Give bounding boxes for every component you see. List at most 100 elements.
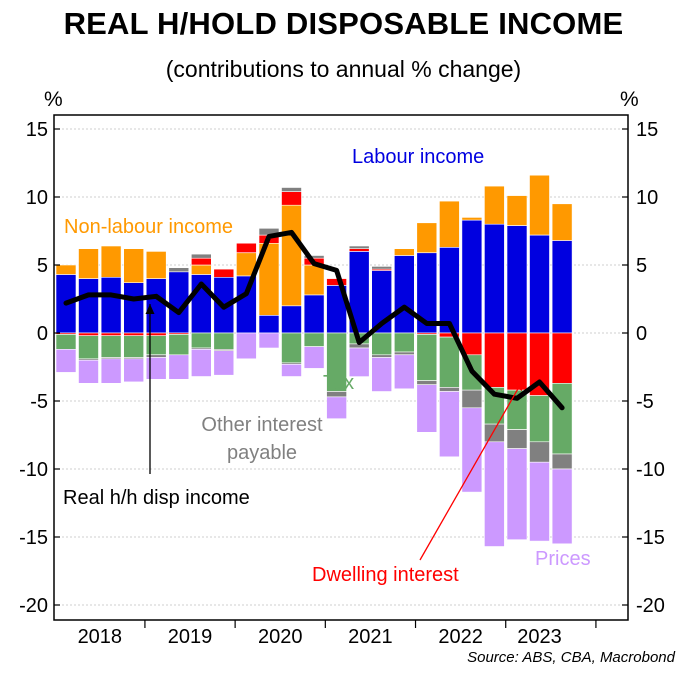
bar-tax-2022Q2 [439, 336, 460, 388]
label-other-interest: Other interest [201, 414, 323, 436]
bar-tax-2023Q2 [529, 395, 550, 443]
bar-prices-2018Q2 [78, 359, 99, 384]
bar-tax-2021Q4 [393, 332, 415, 353]
income-line-layer [63, 229, 565, 411]
source-note: Source: ABS, CBA, Macrobond [467, 649, 675, 666]
bar-prices-2022Q1 [416, 384, 438, 433]
x-year-label: 2018 [78, 626, 123, 648]
bar-dwelling-2018Q2 [78, 332, 99, 337]
arrow-dwelling-interest [419, 379, 524, 561]
x-year-label: 2019 [168, 626, 213, 648]
bar-labour-2020Q2 [258, 314, 280, 334]
bar-dwelling-2018Q3 [100, 332, 122, 337]
bar-non_labour-2018Q1 [55, 264, 77, 275]
y-unit-left: % [44, 88, 63, 111]
bar-tax-2020Q4 [303, 332, 325, 347]
bar-labour-2020Q4 [303, 294, 325, 334]
bar-labour-2018Q3 [100, 276, 122, 334]
bar-prices-2019Q2 [168, 354, 190, 380]
bar-non_labour-2022Q2 [439, 200, 460, 248]
label-tax: Tax [323, 372, 354, 394]
bar-non_labour-2023Q3 [551, 203, 573, 241]
bar-dwelling-2021Q2 [348, 248, 370, 252]
bar-dwelling-2023Q1 [506, 332, 528, 391]
y-unit-right: % [620, 88, 639, 111]
y-tick-label-right: -10 [636, 459, 665, 481]
bar-non_labour-2022Q4 [484, 185, 505, 225]
bar-other_interest-2021Q4 [393, 351, 415, 356]
bar-other_interest-2019Q1 [145, 354, 167, 358]
bar-prices-2018Q1 [55, 348, 77, 373]
bar-tax-2019Q3 [191, 332, 212, 349]
bar-tax-2019Q4 [213, 332, 235, 350]
bar-labour-2023Q2 [529, 234, 550, 334]
bar-other_interest-2020Q3 [281, 187, 302, 192]
y-tick-label-left: -20 [19, 595, 48, 617]
bar-prices-2022Q4 [484, 441, 505, 547]
bar-labour-2020Q1 [236, 275, 257, 334]
bar-prices-2021Q1 [326, 396, 347, 419]
bar-labour-2023Q3 [551, 240, 573, 334]
bar-prices-2019Q1 [145, 357, 167, 380]
bar-dwelling-2020Q3 [281, 191, 302, 206]
bar-tax-2019Q1 [145, 335, 167, 356]
bar-other_interest-2023Q3 [551, 453, 573, 470]
bar-prices-2019Q4 [213, 350, 235, 376]
y-tick-label-left: -5 [30, 391, 48, 413]
y-tick-label-left: 10 [26, 187, 48, 209]
bar-labour-2023Q1 [506, 225, 528, 334]
bar-dwelling-2023Q3 [551, 332, 573, 384]
bar-labour-2022Q3 [461, 219, 483, 334]
bar-prices-2019Q3 [191, 348, 212, 377]
bar-tax-2023Q3 [551, 382, 573, 455]
bar-labour-2022Q4 [484, 223, 505, 334]
bar-non_labour-2018Q3 [100, 245, 122, 278]
axes: 15 15 10 10 5 5 0 0 -5 -5 -10 -10 -15 -15 -20 -20 2018 20… [19, 114, 665, 648]
bar-non_labour-2023Q1 [506, 195, 528, 226]
bar-non_labour-2022Q3 [461, 217, 483, 221]
bar-tax-2019Q2 [168, 334, 190, 356]
bar-prices-2021Q4 [393, 354, 415, 390]
bar-non_labour-2018Q4 [123, 248, 144, 283]
chart-subtitle: (contributions to annual % change) [165, 56, 522, 82]
bar-dwelling-2020Q1 [236, 242, 257, 253]
bar-other_interest-2022Q3 [461, 389, 483, 409]
bar-other_interest-2023Q1 [506, 429, 528, 449]
chart-title: REAL H/HOLD DISPOSABLE INCOME [63, 6, 624, 41]
bar-other_interest-2021Q3 [371, 266, 393, 270]
label-real-hh-disp-income: Real h/h disp income [63, 487, 250, 509]
bar-prices-2020Q3 [281, 363, 302, 377]
y-tick-label-right: -20 [636, 595, 665, 617]
arrow-real-income-head [145, 304, 155, 314]
y-tick-label-right: 5 [636, 255, 647, 277]
bar-prices-2023Q1 [506, 448, 528, 541]
plot-frame [53, 114, 629, 621]
bar-other_interest-2021Q3 [371, 354, 393, 358]
bar-tax-2021Q3 [371, 332, 393, 356]
bar-non_labour-2019Q3 [191, 264, 212, 275]
y-tick-label-right: 15 [636, 119, 658, 141]
bar-prices-2020Q2 [258, 332, 280, 349]
bar-non_labour-2022Q1 [416, 222, 438, 254]
bar-labour-2021Q4 [393, 255, 415, 334]
bar-prices-2022Q2 [439, 391, 460, 458]
x-year-label: 2020 [258, 626, 303, 648]
y-tick-label-left: 0 [37, 323, 48, 345]
bar-dwelling-2019Q1 [145, 332, 167, 337]
bar-other_interest-2019Q3 [191, 253, 212, 259]
bar-prices-2022Q3 [461, 407, 483, 493]
y-tick-label-left: -10 [19, 459, 48, 481]
bar-labour-2020Q3 [281, 305, 302, 334]
label-non-labour-income: Non-labour income [64, 216, 233, 238]
bar-non_labour-2020Q4 [303, 264, 325, 296]
bar-dwelling-2022Q4 [484, 332, 505, 388]
bar-tax-2020Q3 [281, 332, 302, 364]
bar-tax-2018Q1 [55, 334, 77, 350]
y-tick-label-right: 0 [636, 323, 647, 345]
bar-prices-2023Q2 [529, 461, 550, 542]
bar-other_interest-2022Q1 [416, 380, 438, 386]
y-tick-label-left: -15 [19, 527, 48, 549]
bar-tax-2018Q3 [100, 335, 122, 358]
